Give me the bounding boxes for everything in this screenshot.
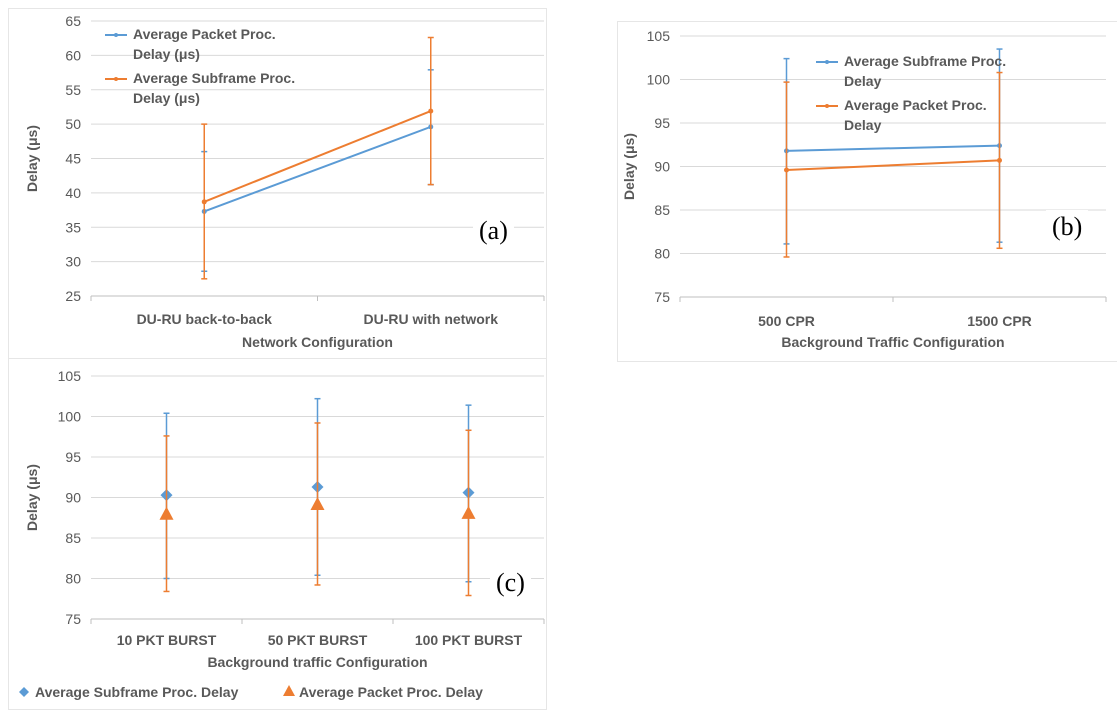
- legend-swatch-dot: [114, 77, 118, 81]
- legend-marker-triangle: [283, 685, 295, 696]
- y-tick-label: 30: [65, 254, 81, 270]
- series-line: [786, 144, 1000, 152]
- y-tick-label: 90: [654, 159, 670, 175]
- y-tick-label: 35: [65, 219, 81, 235]
- legend-label: Average Subframe Proc. Delay (μs): [133, 70, 295, 106]
- panel-label-b: (b): [1046, 210, 1089, 244]
- chart-a-svg: 25 30 35 40 45 50 55 60 65 DU-RU back-to-back DU-R…: [24, 13, 545, 350]
- y-tick-label: 100: [58, 409, 82, 425]
- y-tick-label: 65: [65, 13, 81, 29]
- x-axis-title: Background traffic Configuration: [207, 654, 427, 670]
- legend-label: Average Subframe Proc. Delay: [844, 53, 1006, 89]
- legend-swatch-dot: [825, 104, 829, 108]
- y-tick-label: 75: [654, 289, 670, 305]
- data-point: [997, 157, 1002, 163]
- x-tick-label: 10 PKT BURST: [117, 632, 217, 648]
- data-point: [784, 167, 789, 173]
- y-tick-label: 40: [65, 185, 81, 201]
- legend-swatch-dot: [114, 33, 118, 37]
- y-tick-label: 100: [647, 72, 671, 88]
- y-tick-label: 50: [65, 116, 81, 132]
- panel-label-c: (c): [490, 566, 531, 600]
- x-tick-label: 500 CPR: [758, 313, 815, 329]
- y-tick-label: 95: [65, 449, 81, 465]
- chart-panel-c: 75 80 85 90 95 100 105 10 PKT BURST 50 PKT BURST…: [8, 358, 547, 710]
- x-tick-label: 50 PKT BURST: [268, 632, 368, 648]
- x-axis-title: Background Traffic Configuration: [781, 334, 1004, 350]
- chart-c-svg: 75 80 85 90 95 100 105 10 PKT BURST 50 PKT BURST…: [19, 368, 545, 700]
- y-tick-label: 105: [58, 368, 82, 384]
- y-axis-title: Delay (μs): [621, 133, 637, 200]
- y-tick-label: 60: [65, 47, 81, 63]
- y-tick-label: 80: [65, 571, 81, 587]
- series-line: [203, 125, 432, 213]
- chart-b-svg: 75 80 85 90 95 100 105 500 CPR 1500 CPR Backgroun…: [621, 28, 1107, 350]
- chart-panel-b: 75 80 85 90 95 100 105 500 CPR 1500 CPR Backgroun…: [617, 21, 1117, 362]
- y-tick-label: 85: [654, 202, 670, 218]
- x-tick-label: 100 PKT BURST: [415, 632, 523, 648]
- y-tick-label: 45: [65, 151, 81, 167]
- panel-label-a: (a): [473, 214, 514, 248]
- y-tick-label: 85: [65, 530, 81, 546]
- legend-label: Average Subframe Proc. Delay: [35, 684, 239, 700]
- data-point-triangle: [159, 506, 174, 520]
- y-tick-label: 55: [65, 82, 81, 98]
- x-tick-label: DU-RU back-to-back: [137, 311, 273, 327]
- chart-panel-a: 25 30 35 40 45 50 55 60 65 DU-RU back-to-back DU-R…: [8, 8, 547, 360]
- y-axis-title: Delay (μs): [24, 125, 40, 192]
- legend-marker-diamond: [19, 687, 29, 697]
- y-tick-label: 95: [654, 115, 670, 131]
- y-tick-label: 80: [654, 246, 670, 262]
- y-tick-label: 25: [65, 288, 81, 304]
- legend-label: Average Packet Proc. Delay (μs): [133, 26, 276, 62]
- x-tick-label: 1500 CPR: [967, 313, 1032, 329]
- legend-swatch-dot: [825, 60, 829, 64]
- series-line: [203, 110, 432, 203]
- legend-label: Average Packet Proc. Delay: [844, 97, 987, 133]
- data-point: [428, 108, 434, 114]
- y-tick-label: 105: [647, 28, 671, 44]
- y-tick-label: 90: [65, 490, 81, 506]
- series-line: [786, 159, 1000, 171]
- data-point-triangle: [310, 496, 325, 510]
- y-tick-label: 75: [65, 611, 81, 627]
- legend-label: Average Packet Proc. Delay: [299, 684, 483, 700]
- data-point: [201, 199, 207, 205]
- y-axis-title: Delay (μs): [24, 464, 40, 531]
- data-point-triangle: [461, 505, 476, 519]
- x-axis-title: Network Configuration: [242, 334, 393, 350]
- x-tick-label: DU-RU with network: [363, 311, 498, 327]
